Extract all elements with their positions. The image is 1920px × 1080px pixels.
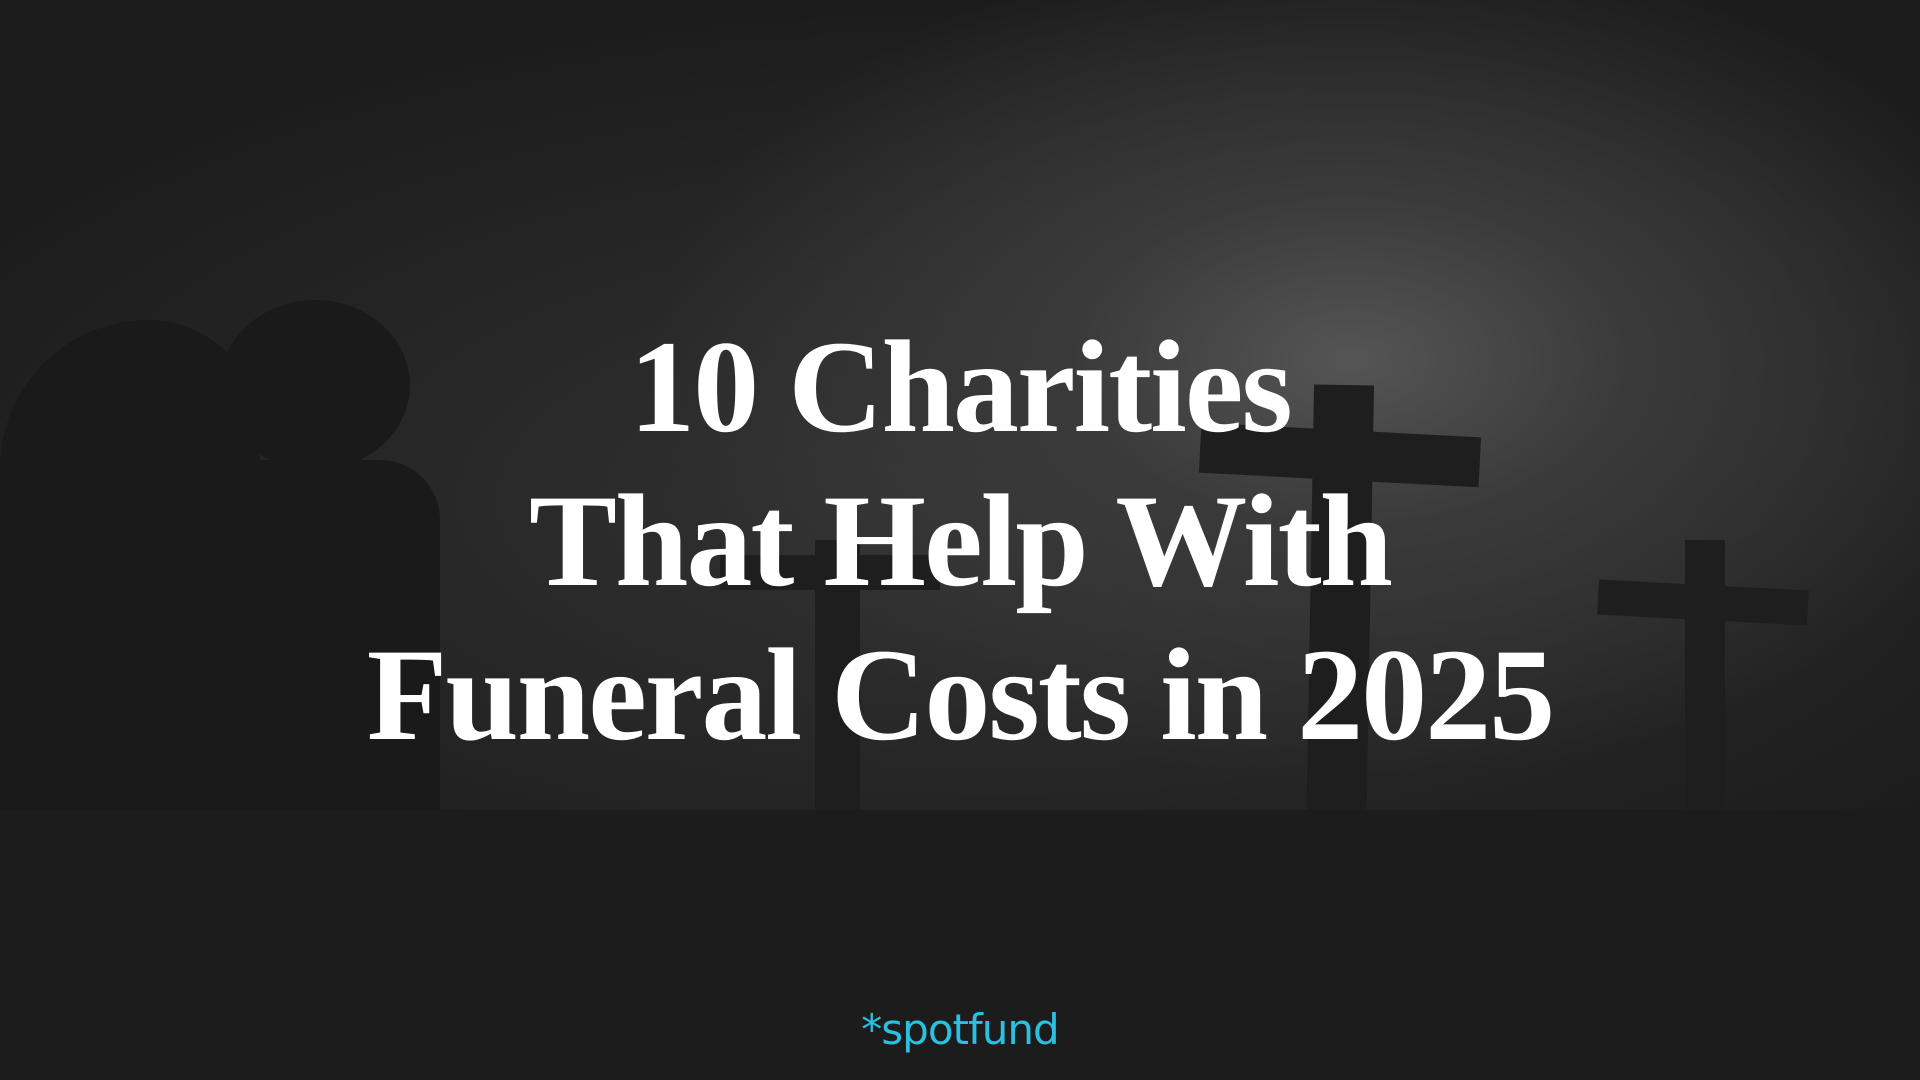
title-line: Funeral Costs in 2025 — [366, 621, 1555, 768]
spotfund-logo: *spotfund — [861, 1005, 1059, 1054]
person-silhouette — [220, 300, 410, 470]
title-line: 10 Charities — [629, 313, 1293, 460]
page-title: 10 Charities That Help With Funeral Cost… — [0, 310, 1920, 772]
person-silhouette — [250, 460, 440, 810]
cross-silhouette — [720, 555, 940, 590]
title-line: That Help With — [528, 467, 1393, 614]
ground-silhouette — [0, 810, 1920, 1080]
